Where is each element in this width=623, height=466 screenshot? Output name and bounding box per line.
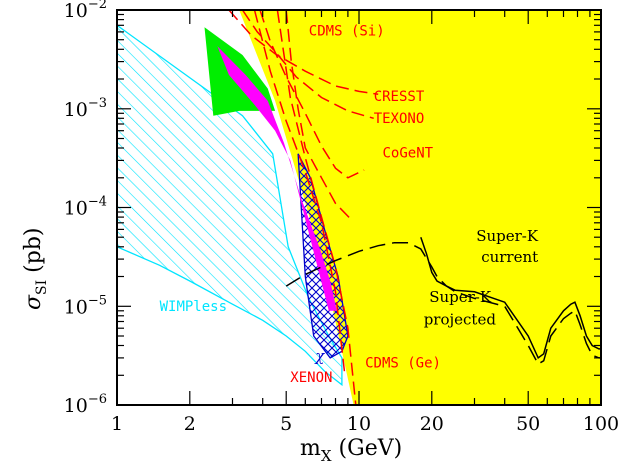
series-cresst (228, 10, 379, 96)
y-tick-exponent: −3 (88, 96, 107, 111)
y-axis-title: σSI (pb) (21, 228, 50, 310)
y-tick-exponent: −5 (88, 293, 107, 308)
plot-area (117, 10, 601, 405)
annotation-chi: χ (314, 347, 325, 365)
annotation-super-k: Super-K (476, 227, 539, 245)
annotation-current: current (481, 248, 538, 266)
series-cdms-ge (276, 10, 357, 405)
annotation-cresst: CRESST (374, 89, 425, 105)
y-tick-exponent: −6 (88, 392, 107, 407)
x-axis-title: mX (GeV) (300, 436, 402, 465)
y-axis-title-unit: (pb) (21, 228, 46, 280)
x-axis-title-main: m (300, 436, 321, 461)
region-wimpless (117, 24, 343, 387)
y-axis-title-sub: SI (34, 280, 50, 295)
y-tick-exponent: −4 (88, 195, 107, 210)
annotation-cdms-si: CDMS (Si) (309, 24, 385, 40)
axis-titles: mX (GeV) σSI (pb) (21, 228, 402, 465)
annotation-texono: TEXONO (374, 111, 425, 127)
x-axis-title-sub: X (321, 447, 332, 465)
y-tick-label: 10−3 (64, 96, 107, 121)
y-tick-base: 10 (64, 99, 88, 121)
y-tick-base: 10 (64, 395, 88, 417)
y-axis-title-main: σ (21, 294, 46, 310)
x-axis-title-unit: (GeV) (332, 436, 403, 461)
y-tick-base: 10 (64, 296, 88, 318)
x-tick-label: 2 (184, 413, 196, 435)
y-tick-base: 10 (64, 198, 88, 220)
series-texono (241, 10, 374, 120)
annotation-wimpless: WIMPless (160, 299, 227, 315)
annotation-cogent: CoGeNT (383, 146, 434, 162)
region-excluded (239, 10, 601, 405)
y-tick-exponent: −2 (88, 0, 107, 12)
region-magenta (217, 46, 337, 311)
x-tick-label: 5 (280, 413, 292, 435)
x-tick-label: 50 (516, 413, 540, 435)
series-xenon (253, 10, 346, 372)
series-cogent (259, 10, 365, 179)
series-super-k-projected (285, 241, 601, 366)
y-tick-label: 10−4 (64, 195, 107, 220)
x-tick-label: 100 (583, 413, 619, 435)
y-tick-label: 10−2 (64, 0, 107, 22)
series-cdms-si (285, 10, 352, 221)
annotation-xenon: XENON (290, 370, 332, 386)
x-tick-label: 1 (111, 413, 123, 435)
y-tick-label: 10−5 (64, 293, 107, 318)
y-tick-base: 10 (64, 0, 88, 22)
x-tick-label: 20 (420, 413, 444, 435)
annotation-projected: projected (424, 311, 497, 329)
annotation-super-k: Super-K (429, 288, 492, 306)
annotation-cdms-ge: CDMS (Ge) (365, 356, 441, 372)
series-super-k-current (420, 236, 601, 360)
annotation-layer: CDMS (Si) CRESST TEXONO CoGeNT Super-K curren… (160, 24, 539, 387)
x-tick-label: 10 (347, 413, 371, 435)
y-tick-label: 10−6 (64, 392, 107, 417)
